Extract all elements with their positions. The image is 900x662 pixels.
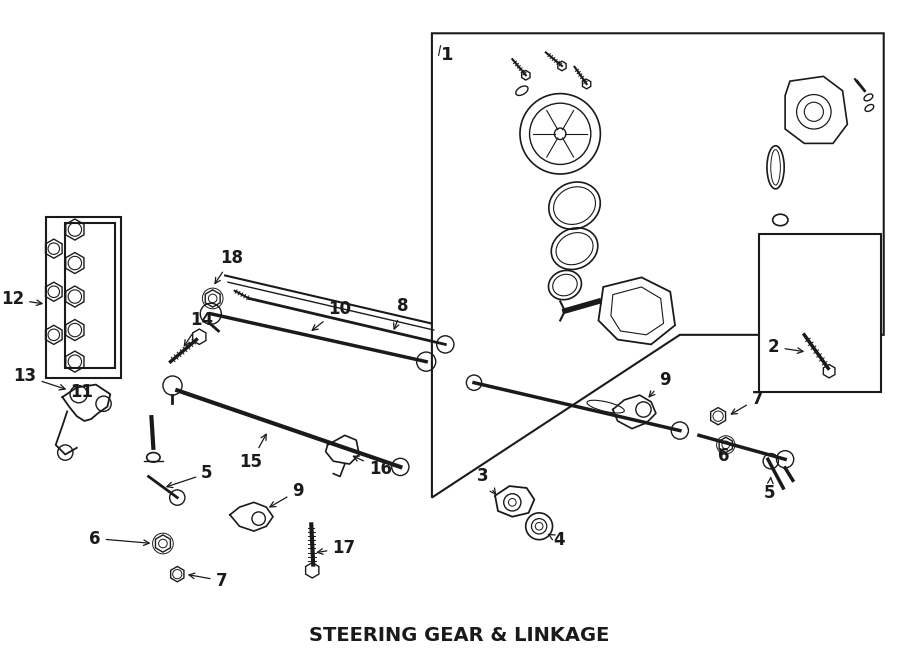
Text: 6: 6 [89, 530, 149, 547]
Text: 7: 7 [189, 571, 227, 590]
Text: 14: 14 [184, 311, 212, 346]
Text: 17: 17 [318, 539, 356, 557]
Text: 16: 16 [354, 456, 392, 477]
Text: 3: 3 [477, 467, 496, 494]
Text: 4: 4 [548, 532, 565, 549]
Text: 6: 6 [718, 448, 730, 465]
Bar [66, 223, 115, 368]
Text: 8: 8 [393, 297, 409, 329]
Bar [760, 234, 881, 393]
Text: 9: 9 [270, 482, 304, 507]
Text: 7: 7 [732, 390, 763, 414]
Text: 1: 1 [440, 46, 453, 64]
Text: STEERING GEAR & LINKAGE: STEERING GEAR & LINKAGE [310, 626, 610, 645]
Text: 18: 18 [215, 249, 243, 283]
Bar [46, 217, 121, 378]
Text: 11: 11 [70, 383, 93, 401]
Text: 5: 5 [166, 465, 212, 488]
Text: 10: 10 [312, 300, 351, 330]
Text: 12: 12 [1, 290, 42, 308]
Text: 15: 15 [239, 434, 266, 471]
Text: 9: 9 [649, 371, 670, 397]
Text: 13: 13 [14, 367, 65, 390]
Text: 5: 5 [764, 477, 776, 502]
Text: 2: 2 [768, 338, 803, 356]
